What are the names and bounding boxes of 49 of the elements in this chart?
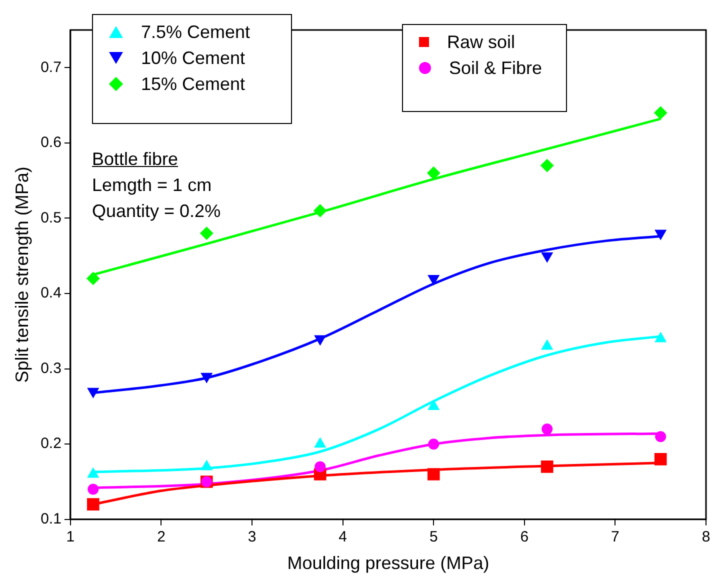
legend-label: 15% Cement <box>141 73 246 96</box>
point <box>428 438 440 450</box>
point <box>542 424 553 435</box>
x-tick-label: 8 <box>702 528 710 546</box>
y-tick-label: 0.2 <box>40 435 62 452</box>
x-tick-label: 2 <box>157 528 166 546</box>
point <box>654 230 666 240</box>
point <box>427 468 440 480</box>
x-tick-label: 1 <box>66 528 75 546</box>
point <box>200 226 214 240</box>
point <box>200 372 212 383</box>
point <box>428 274 440 285</box>
x-tick-label: 4 <box>338 528 347 546</box>
annotation: Bottle fibre <box>92 148 180 171</box>
point <box>540 159 554 172</box>
point <box>654 106 668 120</box>
legend-label: Soil & Fibre <box>449 57 542 80</box>
y-axis-title: Split tensile strength (MPa) <box>12 166 32 383</box>
point <box>86 498 100 510</box>
y-tick-label: 0.7 <box>40 58 62 76</box>
x-tick-label: 6 <box>520 528 529 546</box>
point <box>314 204 327 218</box>
x-tick-label: 5 <box>429 528 438 546</box>
annotation: Quantity = 0.2% <box>92 200 221 223</box>
point <box>86 272 100 285</box>
legend-label: 7.5% Cement <box>141 21 250 44</box>
point <box>200 460 212 470</box>
y-tick-label: 0.3 <box>40 360 62 377</box>
y-tick-label: 0.1 <box>40 510 62 528</box>
y-tick-label: 0.5 <box>40 209 62 226</box>
x-tick-label: 7 <box>611 528 620 546</box>
y-tick-label: 0.6 <box>40 134 62 152</box>
point <box>88 484 99 495</box>
point <box>314 461 326 472</box>
point <box>541 252 553 262</box>
point <box>314 335 326 346</box>
legend-label: Raw soil <box>447 31 516 54</box>
point <box>314 438 326 448</box>
legend-label: 10% Cement <box>141 47 246 70</box>
x-axis-title: Moulding pressure (MPa) <box>287 553 490 574</box>
annotation: Lemgth = 1 cm <box>92 174 213 197</box>
point <box>654 453 667 466</box>
point <box>427 166 440 180</box>
point <box>87 468 99 478</box>
point <box>87 388 99 398</box>
x-tick-label: 3 <box>248 528 256 546</box>
point <box>655 431 666 442</box>
y-tick-label: 0.4 <box>40 284 62 302</box>
point <box>540 460 554 473</box>
